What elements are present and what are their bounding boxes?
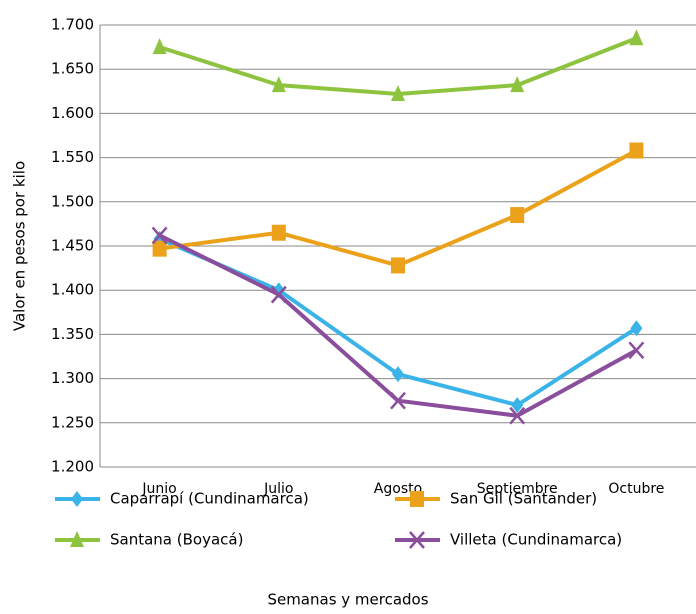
data-point	[628, 341, 645, 360]
data-point	[271, 224, 286, 241]
data-point	[392, 366, 404, 383]
data-point	[511, 397, 524, 414]
legend-marker	[70, 531, 84, 547]
x-tick-label: Julio	[263, 481, 293, 497]
legend-marker	[71, 491, 83, 507]
y-tick-label: 1.450	[51, 237, 94, 255]
data-point	[629, 142, 644, 159]
data-point	[630, 320, 643, 337]
data-point	[271, 76, 286, 93]
x-tick-label: Junio	[141, 481, 176, 497]
legend-label: San Gil (Santander)	[450, 490, 597, 508]
x-tick-label: Octubre	[608, 481, 664, 497]
legend-label: Villeta (Cundinamarca)	[450, 531, 622, 549]
y-tick-label: 1.350	[51, 325, 94, 343]
legend-label: Caparrapí (Cundinamarca)	[110, 490, 309, 508]
data-point	[391, 84, 405, 101]
y-tick-label: 1.400	[51, 281, 94, 299]
legend-marker	[410, 491, 424, 507]
y-tick-label: 1.650	[51, 60, 94, 78]
y-tick-label: 1.700	[51, 16, 94, 34]
x-tick-label: Septiembre	[477, 481, 558, 497]
data-point	[390, 391, 406, 410]
legend-marker	[409, 531, 425, 549]
series-line	[159, 148, 638, 268]
y-axis-label: Valor en pesos por kilo	[11, 161, 29, 331]
data-point	[509, 406, 526, 425]
data-point	[152, 38, 167, 55]
y-tick-label: 1.600	[51, 104, 94, 122]
data-point	[510, 76, 525, 93]
y-tick-label: 1.500	[51, 192, 94, 210]
data-point	[510, 207, 525, 224]
data-point	[270, 285, 287, 304]
data-point	[629, 29, 644, 46]
y-tick-label: 1.300	[51, 369, 94, 387]
y-tick-label: 1.250	[51, 413, 94, 431]
legend-label: Santana (Boyacá)	[110, 531, 243, 549]
y-tick-label: 1.200	[51, 458, 94, 476]
x-axis-label: Semanas y mercados	[267, 591, 428, 609]
data-point	[391, 257, 405, 274]
data-point	[152, 240, 167, 257]
y-tick-label: 1.550	[51, 148, 94, 166]
data-point	[151, 226, 168, 245]
